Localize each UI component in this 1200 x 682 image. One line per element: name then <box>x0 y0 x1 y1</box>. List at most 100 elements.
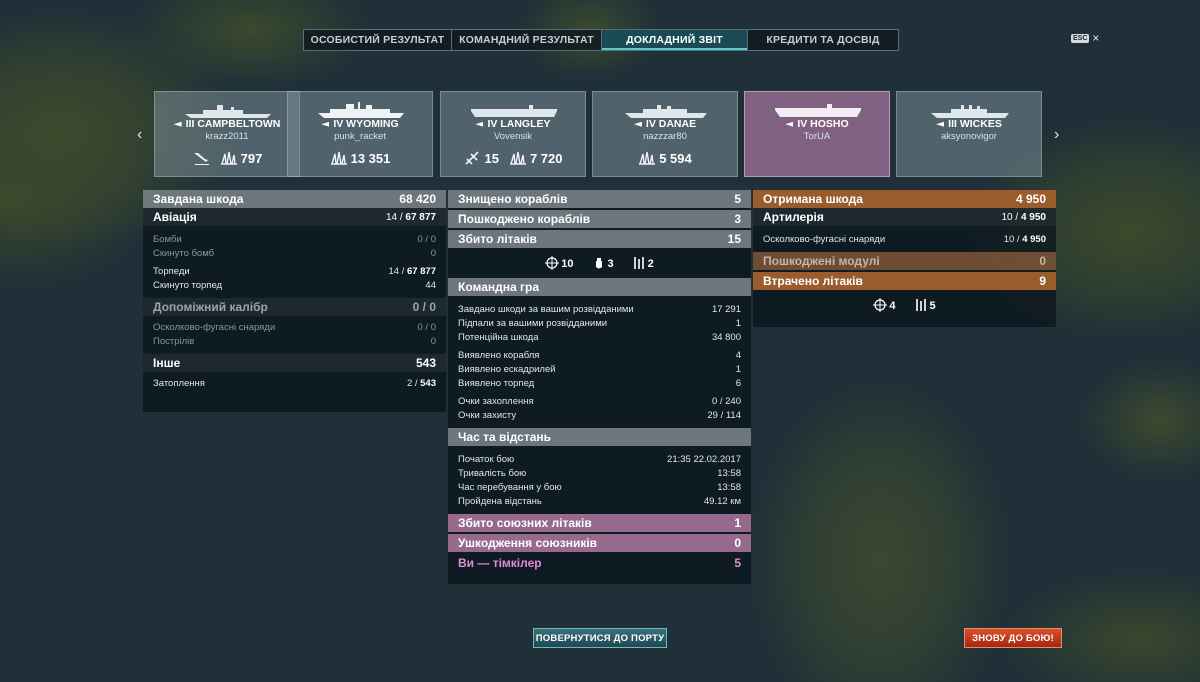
damage-stat: 7 720 <box>509 150 563 166</box>
stat-value: 49.12 км <box>703 495 741 507</box>
stat-value: 13:58 <box>717 467 741 479</box>
tab-personal-result[interactable]: ОСОБИСТИЙ РЕЗУЛЬТАТ <box>304 30 452 50</box>
ship-silhouette-icon <box>185 105 271 118</box>
nation-flag-icon <box>785 121 794 127</box>
nation-flag-icon <box>173 121 182 127</box>
stat-value: 17 291 <box>711 303 741 315</box>
ship-card-hosho[interactable]: IV HOSHO TorUA <box>744 91 890 177</box>
torpedo-icon <box>633 257 644 269</box>
he-shells-row: Осколково-фугасні снаряди 0 / 0 <box>153 321 436 333</box>
plane-down-icon <box>193 153 209 165</box>
battle-again-button[interactable]: ЗНОВУ ДО БОЮ! <box>964 628 1062 648</box>
tab-team-result[interactable]: КОМАНДНИЙ РЕЗУЛЬТАТ <box>452 30 602 50</box>
damage-icon <box>509 151 526 165</box>
planes-shot-row: Збито літаків 15 <box>448 230 751 248</box>
stat-row: Виявлено корабля 4 <box>448 348 751 362</box>
ship-card-wyoming[interactable]: IV WYOMING punk_racket 13 351 <box>287 91 433 177</box>
artillery-row: Артилерія 10 / 4 950 <box>753 208 1056 226</box>
stat-label: Потенційна шкода <box>458 331 539 343</box>
ship-card-wickes[interactable]: III WICKES aksyonovigor <box>896 91 1042 177</box>
allied-planes-shot-row: Збито союзних літаків 1 <box>448 514 751 532</box>
ship-silhouette-icon <box>775 104 861 117</box>
ship-name: III CAMPBELTOWN <box>155 118 299 130</box>
ship-name: III WICKES <box>897 118 1041 130</box>
loss-icons: 4 5 <box>753 290 1056 320</box>
ship-silhouette-icon <box>931 105 1009 118</box>
stat-label: Виявлено ескадрилей <box>458 363 556 375</box>
damage-dealt-panel: Завдана шкода 68 420 Авіація 14 / 67 877 Б… <box>143 190 446 412</box>
planes-lost-row: Втрачено літаків 9 <box>753 272 1056 290</box>
stat-row: Виявлено торпед 6 <box>448 376 751 390</box>
stat-value: 1 <box>735 363 741 375</box>
kill-icons: 10 3 2 <box>448 248 751 278</box>
stat-row: Виявлено ескадрилей 1 <box>448 362 751 376</box>
tab-credits-xp[interactable]: КРЕДИТИ ТА ДОСВІД <box>766 34 880 46</box>
ship-name: IV LANGLEY <box>441 118 585 130</box>
plane-stat: 15 <box>463 150 499 166</box>
bombs-dropped-row: Скинуто бомб 0 <box>153 247 436 259</box>
damaged-modules-row: Пошкоджені модулі 0 <box>753 252 1056 270</box>
damage-dealt-header: Завдана шкода 68 420 <box>143 190 446 208</box>
shots-row: Пострілів 0 <box>153 335 436 347</box>
stat-label: Завдано шкоди за вашим розвідданими <box>458 303 634 315</box>
stat-value: 4 <box>735 349 741 361</box>
ships-destroyed-row: Знищено кораблів 5 <box>448 190 751 208</box>
stat-value: 29 / 114 <box>707 409 741 421</box>
torpedoes-dropped-row: Скинуто торпед 44 <box>153 279 436 291</box>
nation-flag-icon <box>936 121 945 127</box>
player-name: TorUA <box>803 131 831 142</box>
damage-icon <box>220 151 237 165</box>
report-tabs: ОСОБИСТИЙ РЕЗУЛЬТАТ КОМАНДНИЙ РЕЗУЛЬТАТ … <box>303 29 899 51</box>
stat-value: 0 / 240 <box>711 395 741 407</box>
bomb-stat: 3 <box>592 256 614 270</box>
ship-card-danae[interactable]: IV DANAE nazzzar80 5 594 <box>592 91 738 177</box>
stat-row: Очки захисту 29 / 114 <box>448 408 751 422</box>
bomb-icon <box>595 258 602 269</box>
nation-flag-icon <box>321 121 330 127</box>
ships-damaged-row: Пошкоджено кораблів 3 <box>448 210 751 228</box>
crosshair-stat: 4 <box>873 298 896 312</box>
stat-row: Потенційна шкода 34 800 <box>448 330 751 344</box>
ship-stats: 797 <box>155 150 299 166</box>
stat-value: 13:58 <box>717 481 741 493</box>
stat-row: Початок бою 21:35 22.02.2017 <box>448 452 751 466</box>
stat-value: 1 <box>735 317 741 329</box>
stat-row: Пройдена відстань 49.12 км <box>448 494 751 508</box>
next-ship-arrow[interactable]: › <box>1054 126 1060 143</box>
ship-stats: 15 7 720 <box>441 150 585 166</box>
player-name: nazzzar80 <box>643 131 687 142</box>
close-button[interactable]: ESC × <box>1071 31 1100 45</box>
allied-damage-row: Ушкодження союзників 0 <box>448 534 751 552</box>
stat-row: Час перебування у бою 13:58 <box>448 480 751 494</box>
close-icon: × <box>1092 31 1100 45</box>
prev-ship-arrow[interactable]: ‹ <box>137 126 143 143</box>
crosshair-icon <box>873 298 888 312</box>
other-row: Інше 543 <box>143 354 446 372</box>
secondary-battery-row: Допоміжний калібр 0 / 0 <box>143 298 446 316</box>
stat-row: Тривалість бою 13:58 <box>448 466 751 480</box>
torpedoes-row: Торпеди 14 / 67 877 <box>153 265 436 277</box>
stat-label: Пройдена відстань <box>458 495 542 507</box>
nation-flag-icon <box>475 121 484 127</box>
return-to-port-button[interactable]: ПОВЕРНУТИСЯ ДО ПОРТУ <box>533 628 667 648</box>
plane-icon <box>465 151 480 165</box>
torpedo-stat: 5 <box>914 298 936 312</box>
esc-key-icon: ESC <box>1071 33 1090 43</box>
player-name: Vovensik <box>493 131 533 142</box>
plane-down-stat <box>192 150 210 166</box>
player-name: punk_racket <box>334 131 386 142</box>
stat-row: Підпали за вашими розвідданими 1 <box>448 316 751 330</box>
bombs-row: Бомби 0 / 0 <box>153 233 436 245</box>
center-panel: Знищено кораблів 5 Пошкоджено кораблів 3 З… <box>448 190 751 584</box>
time-distance-header: Час та відстань <box>448 428 751 446</box>
stat-label: Виявлено корабля <box>458 349 540 361</box>
team-play-rows: Завдано шкоди за вашим розвідданими 17 29… <box>448 302 751 422</box>
damage-received-panel: Отримана шкода 4 950 Артилерія 10 / 4 950 … <box>753 190 1056 327</box>
crosshair-stat: 10 <box>545 256 574 270</box>
flooding-row: Затоплення 2 / 543 <box>153 377 436 389</box>
ship-card-langley[interactable]: IV LANGLEY Vovensik 15 7 720 <box>440 91 586 177</box>
player-name: krazz2011 <box>205 131 249 142</box>
ship-stats: 5 594 <box>593 150 737 166</box>
ship-card-campbeltown[interactable]: III CAMPBELTOWN krazz2011 797 <box>154 91 300 177</box>
tab-detailed-report[interactable]: ДОКЛАДНИЙ ЗВІТ <box>602 30 748 50</box>
